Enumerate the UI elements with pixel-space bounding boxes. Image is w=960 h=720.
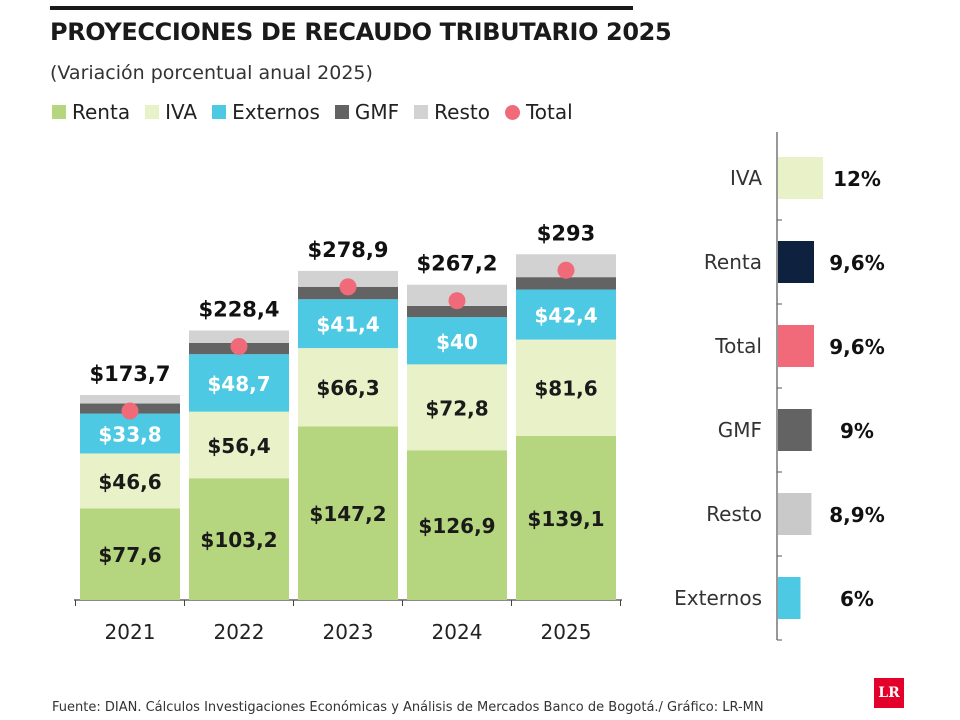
bar-segment-externos-2021 — [80, 413, 180, 454]
data-label-externos-2024: $40 — [436, 330, 478, 354]
top-rule — [50, 6, 633, 10]
total-label-2023: $278,9 — [307, 238, 388, 262]
bar-segment-iva-2022 — [189, 411, 289, 479]
x-tick-label-2022: 2022 — [214, 620, 265, 644]
bar-segment-externos-2022 — [189, 354, 289, 412]
hbar-value-label-resto: 8,9% — [829, 503, 884, 527]
total-marker-2023 — [339, 278, 357, 296]
hbar-value-label-gmf: 9% — [840, 419, 874, 443]
x-tick-label-2025: 2025 — [541, 620, 592, 644]
bar-segment-resto-2022 — [189, 330, 289, 343]
data-label-renta-2022: $103,2 — [200, 528, 277, 552]
legend-item-total: Total — [504, 100, 573, 124]
legend-label-gmf: GMF — [354, 100, 400, 124]
bar-segment-externos-2025 — [516, 289, 616, 340]
data-label-externos-2021: $33,8 — [98, 423, 161, 447]
hbar-renta — [778, 241, 814, 283]
legend-swatch-total — [504, 104, 520, 120]
legend-item-resto: Resto — [414, 100, 490, 124]
legend-label-total: Total — [525, 100, 573, 124]
total-label-2021: $173,7 — [89, 362, 170, 386]
hbar-total — [778, 325, 814, 367]
bar-segment-resto-2021 — [80, 395, 180, 404]
hbar-value-label-renta: 9,6% — [829, 251, 884, 275]
hbar-externos — [778, 577, 801, 619]
data-label-externos-2023: $41,4 — [316, 313, 379, 337]
data-label-renta-2025: $139,1 — [527, 507, 604, 531]
data-label-externos-2022: $48,7 — [207, 372, 270, 396]
legend-label-externos: Externos — [232, 100, 320, 124]
hbar-value-label-externos: 6% — [840, 587, 874, 611]
bar-segment-iva-2025 — [516, 339, 616, 436]
bar-segment-externos-2024 — [407, 317, 507, 365]
legend-label-iva: IVA — [165, 100, 198, 124]
hbar-value-label-iva: 12% — [833, 167, 881, 191]
total-label-2024: $267,2 — [416, 252, 497, 276]
legend-swatch-gmf — [334, 105, 349, 119]
chart-title: PROYECCIONES DE RECAUDO TRIBUTARIO 2025 — [50, 18, 672, 46]
chart-subtitle: (Variación porcentual anual 2025) — [50, 62, 373, 84]
total-marker-2024 — [448, 292, 466, 310]
source-note: Fuente: DIAN. Cálculos Investigaciones E… — [52, 700, 764, 715]
hbar-value-label-total: 9,6% — [829, 335, 884, 359]
legend-swatch-renta — [52, 105, 66, 119]
hbar-category-label-gmf: GMF — [718, 418, 762, 442]
legend-swatch-resto — [414, 105, 429, 119]
bar-segment-renta-2022 — [189, 478, 289, 600]
bar-segment-iva-2021 — [80, 453, 180, 509]
data-label-iva-2022: $56,4 — [207, 434, 270, 458]
hbar-resto — [778, 493, 812, 535]
data-label-renta-2021: $77,6 — [98, 543, 161, 567]
data-label-externos-2025: $42,4 — [534, 304, 597, 328]
total-marker-2025 — [557, 261, 575, 279]
data-label-iva-2025: $81,6 — [534, 377, 597, 401]
bar-segment-externos-2023 — [298, 299, 398, 349]
bar-segment-iva-2023 — [298, 348, 398, 427]
total-marker-2022 — [230, 337, 248, 355]
legend: Renta IVA Externos GMF Resto Total — [52, 98, 573, 126]
legend-item-gmf: GMF — [334, 100, 400, 124]
x-tick-label-2023: 2023 — [323, 620, 374, 644]
x-tick-label-2021: 2021 — [105, 620, 156, 644]
hbar-category-label-externos: Externos — [674, 586, 762, 610]
legend-swatch-externos — [212, 105, 227, 119]
total-label-2022: $228,4 — [198, 297, 279, 321]
data-label-renta-2023: $147,2 — [309, 502, 386, 526]
legend-item-iva: IVA — [145, 100, 197, 124]
bar-segment-renta-2023 — [298, 426, 398, 600]
hbar-category-label-iva: IVA — [730, 166, 762, 190]
bar-segment-renta-2025 — [516, 435, 616, 600]
data-label-iva-2024: $72,8 — [425, 396, 488, 420]
x-tick-label-2024: 2024 — [432, 620, 483, 644]
hbar-iva — [778, 157, 823, 199]
total-marker-2021 — [121, 402, 139, 420]
lr-logo: LR — [874, 678, 904, 708]
data-label-iva-2021: $46,6 — [98, 470, 161, 494]
legend-label-resto: Resto — [434, 100, 490, 124]
legend-item-externos: Externos — [212, 100, 320, 124]
hbar-category-label-renta: Renta — [704, 250, 762, 274]
total-label-2025: $293 — [537, 221, 595, 245]
bar-segment-gmf-2024 — [407, 305, 507, 318]
bar-segment-iva-2024 — [407, 364, 507, 451]
data-label-renta-2024: $126,9 — [418, 514, 495, 538]
hbar-gmf — [778, 409, 812, 451]
legend-swatch-iva — [145, 105, 160, 119]
hbar-category-label-resto: Resto — [706, 502, 762, 526]
legend-label-renta: Renta — [72, 100, 131, 124]
legend-item-renta: Renta — [52, 100, 130, 124]
bar-segment-renta-2024 — [407, 450, 507, 600]
hbar-category-label-total: Total — [714, 334, 762, 358]
data-label-iva-2023: $66,3 — [316, 376, 379, 400]
bar-segment-renta-2021 — [80, 508, 180, 600]
bar-segment-gmf-2025 — [516, 277, 616, 290]
